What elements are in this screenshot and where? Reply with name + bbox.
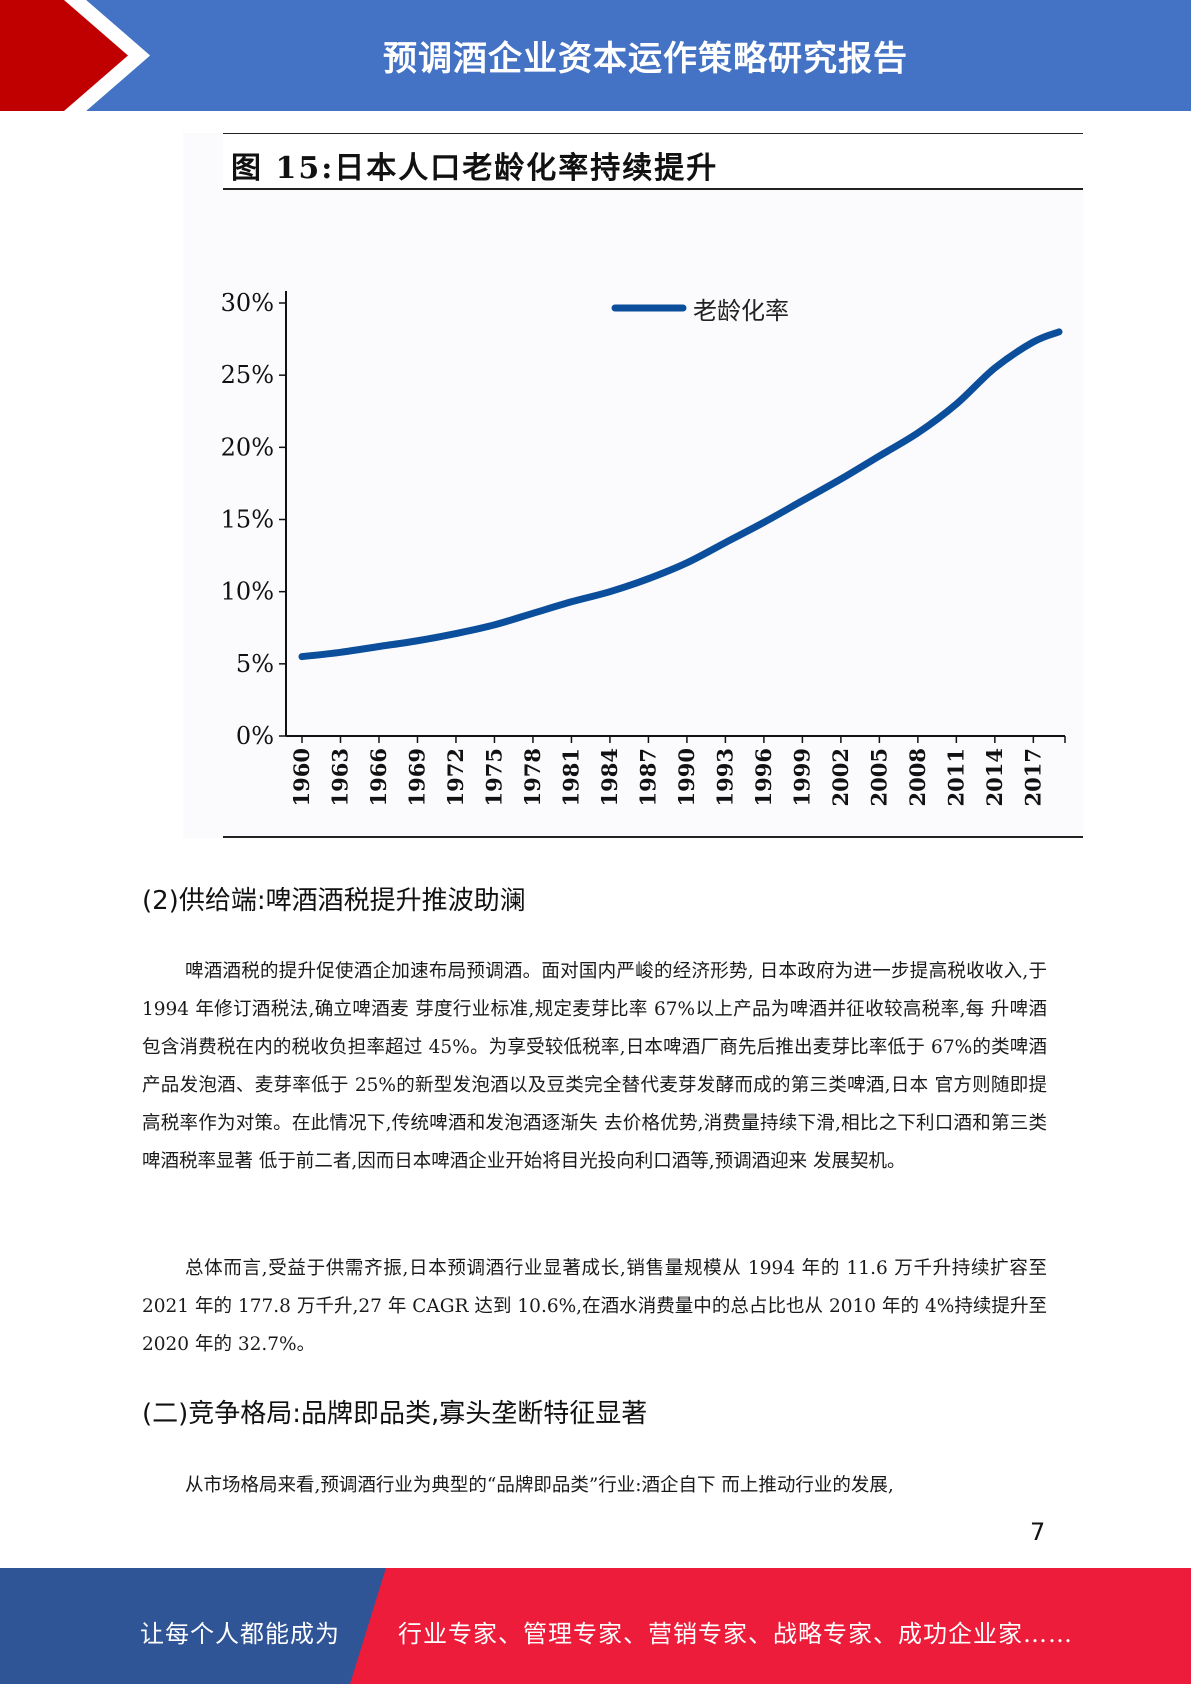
x-tick-label: 1993 xyxy=(712,748,737,806)
section-heading-supply: (2)供给端:啤酒酒税提升推波助澜 xyxy=(142,886,526,916)
y-tick-label: 20% xyxy=(221,433,274,461)
x-tick-label: 2017 xyxy=(1020,748,1045,806)
x-tick-label: 1972 xyxy=(443,748,468,806)
x-tick-label: 1996 xyxy=(751,748,776,806)
figure-title: 图 15:日本人口老龄化率持续提升 xyxy=(231,151,719,186)
legend-label: 老龄化率 xyxy=(693,297,789,325)
footer-background xyxy=(0,1568,1191,1684)
x-tick-label: 2011 xyxy=(943,748,968,806)
y-tick-label: 0% xyxy=(236,722,274,750)
page-number: 7 xyxy=(1030,1518,1046,1546)
y-tick-label: 25% xyxy=(221,361,274,389)
x-tick-label: 1987 xyxy=(635,748,660,806)
x-tick-label: 1969 xyxy=(404,748,429,806)
figure-title-bar: 图 15:日本人口老龄化率持续提升 xyxy=(223,133,1083,190)
x-tick-label: 1975 xyxy=(481,748,506,806)
x-tick-label: 1966 xyxy=(366,748,391,806)
x-tick-label: 2005 xyxy=(866,748,891,806)
header-arrow-decoration xyxy=(0,0,150,111)
x-tick-label: 1984 xyxy=(597,748,622,806)
figure-15: 图 15:日本人口老龄化率持续提升 老龄化率 0% 5% 10% 15% 20% 25% 30… xyxy=(183,133,1083,838)
x-tick-label: 1981 xyxy=(558,748,583,806)
x-tick-label: 1990 xyxy=(674,748,699,806)
figure-bottom-rule xyxy=(223,836,1083,838)
page-footer: 让每个人都能成为 行业专家、管理专家、营销专家、战略专家、成功企业家…… xyxy=(0,1568,1191,1684)
x-tick-label: 1960 xyxy=(289,748,314,806)
y-tick-label: 10% xyxy=(221,578,274,606)
y-tick-label: 5% xyxy=(236,650,274,678)
paragraph-beer-tax: 啤酒酒税的提升促使酒企加速布局预调酒。面对国内严峻的经济形势, 日本政府为进一步… xyxy=(142,961,1047,1172)
x-tick-label: 1963 xyxy=(327,748,352,806)
footer-slogan-right: 行业专家、管理专家、营销专家、战略专家、成功企业家…… xyxy=(398,1620,1073,1648)
x-tick-label: 2014 xyxy=(982,748,1007,806)
page-header: 预调酒企业资本运作策略研究报告 xyxy=(0,0,1191,111)
x-tick-label: 1978 xyxy=(520,748,545,806)
y-tick-label: 15% xyxy=(221,506,274,534)
x-tick-label: 2008 xyxy=(905,748,930,806)
footer-slogan-left: 让每个人都能成为 xyxy=(140,1620,340,1648)
paragraph-summary: 总体而言,受益于供需齐振,日本预调酒行业显著成长,销售量规模从 1994 年的 … xyxy=(142,1258,1047,1355)
y-tick-label: 30% xyxy=(221,289,274,317)
x-tick-label: 1999 xyxy=(789,748,814,806)
section-heading-competition: (二)竞争格局:品牌即品类,寡头垄断特征显著 xyxy=(142,1399,648,1429)
line-chart: 老龄化率 0% 5% 10% 15% 20% 25% 30% 1960 1963 1966 1969 1… xyxy=(221,289,1066,806)
paragraph-market: 从市场格局来看,预调酒行业为典型的“品牌即品类”行业:酒企自下 而上推动行业的发… xyxy=(185,1475,894,1496)
report-title: 预调酒企业资本运作策略研究报告 xyxy=(383,39,908,79)
series-line-aging-rate xyxy=(298,328,1063,661)
x-tick-label: 2002 xyxy=(828,748,853,806)
